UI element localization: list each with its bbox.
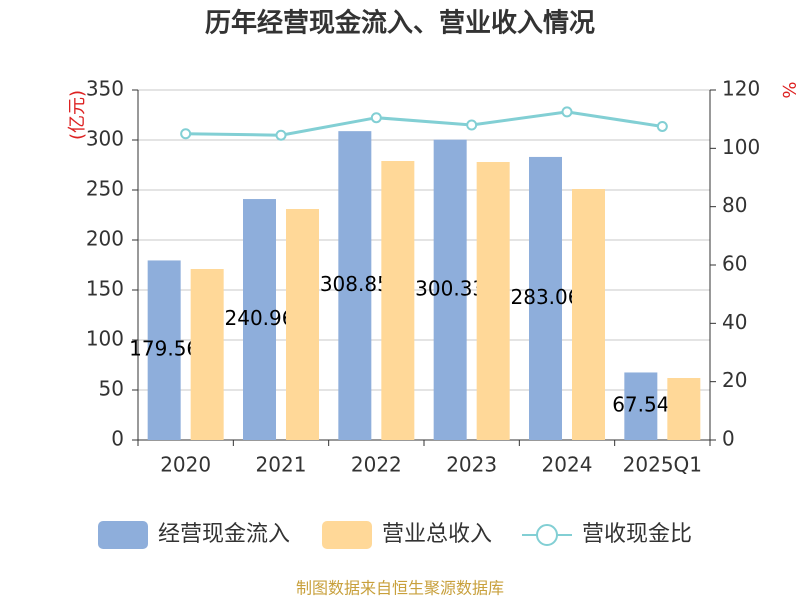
data-label: 67.54	[612, 393, 669, 417]
x-tick-label: 2022	[351, 453, 402, 477]
y2-tick-label: 60	[722, 252, 747, 276]
y-tick-label: 250	[86, 177, 124, 201]
x-tick-label: 2023	[446, 453, 497, 477]
bar	[147, 260, 181, 440]
y-axis-label: (亿元)	[67, 90, 88, 140]
legend-swatch	[322, 521, 372, 549]
bar	[572, 189, 605, 440]
legend-swatch	[536, 524, 558, 546]
legend-label: 营收现金比	[582, 522, 692, 547]
data-label: 240.96	[225, 306, 295, 330]
line-point	[466, 119, 478, 131]
bar	[243, 199, 276, 440]
y2-tick-label: 0	[722, 427, 735, 451]
line	[185, 110, 663, 137]
bar	[381, 161, 415, 440]
bar	[190, 269, 224, 440]
data-label: 300.33	[415, 276, 485, 300]
legend-label: 经营现金流入	[158, 522, 290, 547]
bar	[667, 378, 701, 440]
y-tick-label: 350	[86, 77, 124, 101]
x-tick-label: 2021	[256, 453, 307, 477]
line-point	[370, 112, 382, 124]
source-note: 制图数据来自恒生聚源数据库	[296, 579, 504, 598]
legend-label: 营业总收入	[382, 522, 492, 547]
bar	[624, 372, 658, 440]
y-tick-label: 100	[86, 327, 124, 351]
x-tick-label: 2024	[542, 453, 593, 477]
y-tick-label: 200	[86, 227, 124, 251]
bar	[286, 209, 319, 440]
line-point	[561, 106, 573, 118]
y2-axis-label: %	[778, 81, 799, 98]
bar	[338, 131, 372, 440]
chart-title: 历年经营现金流入、营业收入情况	[205, 8, 595, 39]
y2-tick-label: 120	[722, 77, 760, 101]
line-point	[656, 120, 668, 132]
bar	[433, 139, 467, 441]
y-tick-label: 150	[86, 277, 124, 301]
line-point	[180, 128, 192, 140]
bar	[529, 156, 562, 440]
y-tick-label: 300	[86, 127, 124, 151]
x-tick-label: 2020	[160, 453, 211, 477]
y2-tick-label: 100	[722, 135, 760, 159]
legend-swatch	[98, 521, 148, 549]
data-label: 179.56	[129, 337, 199, 361]
data-label: 308.85	[320, 272, 390, 296]
y2-tick-label: 80	[722, 193, 747, 217]
y-tick-label: 0	[111, 427, 124, 451]
y2-tick-label: 40	[722, 310, 747, 334]
y-tick-label: 50	[99, 377, 124, 401]
y2-tick-label: 20	[722, 368, 747, 392]
line-point	[275, 129, 287, 141]
x-tick-label: 2025Q1	[623, 453, 702, 477]
data-label: 283.06	[511, 285, 581, 309]
bar	[476, 162, 510, 440]
